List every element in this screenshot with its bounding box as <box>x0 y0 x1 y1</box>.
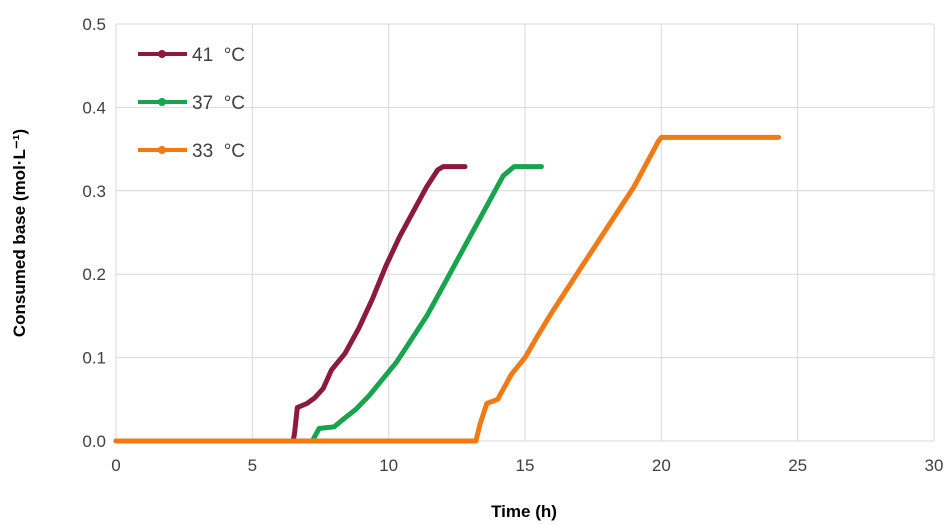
legend-marker-0 <box>158 50 166 58</box>
legend-label-1: 37 °C <box>192 93 245 114</box>
legend-label-0: 41 °C <box>192 45 245 66</box>
y-tick-labels: 0.0 0.1 0.2 0.3 0.4 0.5 <box>82 15 106 451</box>
x-tick-label: 10 <box>379 456 398 475</box>
legend-marker-2 <box>158 146 166 154</box>
legend: 41 °C 37 °C 33 °C <box>138 45 245 162</box>
x-tick-label: 25 <box>788 456 807 475</box>
y-tick-label: 0.1 <box>82 349 106 368</box>
y-tick-label: 0.2 <box>82 265 106 284</box>
x-tick-label: 20 <box>652 456 671 475</box>
x-axis-title: Time (h) <box>491 502 557 521</box>
y-tick-label: 0.5 <box>82 15 106 34</box>
legend-label-2: 33 °C <box>192 141 245 162</box>
x-tick-label: 15 <box>516 456 535 475</box>
x-tick-label: 0 <box>111 456 120 475</box>
x-tick-label: 30 <box>925 456 944 475</box>
series-line-1 <box>113 164 544 444</box>
x-tick-label: 5 <box>248 456 257 475</box>
y-axis-title: Consumed base (mol·L⁻¹) <box>10 129 29 337</box>
series-line-0 <box>113 164 468 444</box>
y-tick-label: 0.0 <box>82 432 106 451</box>
series-line-2 <box>113 134 782 444</box>
x-tick-labels: 0 5 10 15 20 25 30 <box>111 456 943 475</box>
y-tick-label: 0.3 <box>82 182 106 201</box>
y-tick-label: 0.4 <box>82 98 106 117</box>
series-group <box>113 134 782 444</box>
legend-marker-1 <box>158 98 166 106</box>
grid-lines <box>115 23 935 442</box>
